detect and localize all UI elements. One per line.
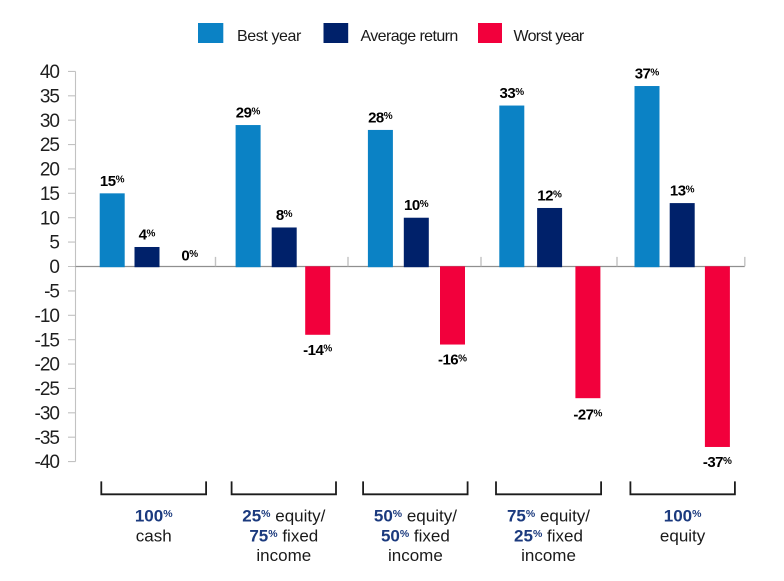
svg-text:100%: 100% bbox=[135, 507, 173, 526]
svg-text:5: 5 bbox=[49, 233, 59, 254]
svg-text:13%: 13% bbox=[670, 183, 695, 200]
svg-text:25% fixed: 25% fixed bbox=[514, 526, 583, 545]
svg-text:10: 10 bbox=[40, 208, 60, 229]
svg-text:-20: -20 bbox=[35, 355, 60, 376]
svg-text:28%: 28% bbox=[368, 109, 393, 126]
svg-text:-30: -30 bbox=[35, 403, 60, 424]
svg-text:-40: -40 bbox=[35, 452, 60, 473]
svg-text:Best year: Best year bbox=[237, 28, 302, 45]
svg-text:-15: -15 bbox=[35, 330, 60, 351]
svg-text:12%: 12% bbox=[537, 188, 562, 205]
svg-text:37%: 37% bbox=[635, 66, 660, 83]
svg-text:cash: cash bbox=[136, 526, 172, 545]
svg-text:-35: -35 bbox=[35, 428, 60, 449]
svg-text:35: 35 bbox=[40, 86, 60, 107]
svg-text:-25: -25 bbox=[35, 379, 60, 400]
svg-text:equity: equity bbox=[660, 526, 706, 545]
svg-text:0%: 0% bbox=[181, 247, 198, 264]
svg-text:20: 20 bbox=[40, 160, 60, 181]
svg-text:-27%: -27% bbox=[573, 407, 602, 424]
svg-text:75% equity/: 75% equity/ bbox=[507, 507, 590, 526]
svg-text:25: 25 bbox=[40, 135, 60, 156]
svg-text:29%: 29% bbox=[236, 105, 261, 122]
svg-text:25% equity/: 25% equity/ bbox=[242, 507, 325, 526]
svg-text:100%: 100% bbox=[664, 507, 702, 526]
svg-text:4%: 4% bbox=[139, 227, 156, 244]
svg-text:Worst year: Worst year bbox=[514, 28, 585, 45]
svg-text:33%: 33% bbox=[500, 85, 525, 102]
svg-text:income: income bbox=[256, 546, 311, 565]
svg-text:15%: 15% bbox=[100, 173, 125, 190]
svg-text:50% fixed: 50% fixed bbox=[381, 526, 450, 545]
svg-text:50% equity/: 50% equity/ bbox=[374, 507, 457, 526]
svg-text:income: income bbox=[388, 546, 443, 565]
svg-text:75% fixed: 75% fixed bbox=[249, 526, 318, 545]
svg-text:8%: 8% bbox=[276, 207, 293, 224]
svg-text:-37%: -37% bbox=[703, 454, 732, 471]
svg-text:10%: 10% bbox=[404, 197, 429, 214]
svg-text:income: income bbox=[521, 546, 576, 565]
svg-text:30: 30 bbox=[40, 111, 60, 132]
svg-text:40: 40 bbox=[40, 62, 60, 83]
svg-text:-5: -5 bbox=[44, 282, 59, 303]
svg-text:-16%: -16% bbox=[438, 352, 467, 369]
svg-text:-10: -10 bbox=[35, 306, 60, 327]
svg-text:-14%: -14% bbox=[303, 342, 332, 359]
svg-text:0: 0 bbox=[49, 257, 59, 278]
svg-text:15: 15 bbox=[40, 184, 60, 205]
svg-text:Average return: Average return bbox=[361, 28, 458, 45]
